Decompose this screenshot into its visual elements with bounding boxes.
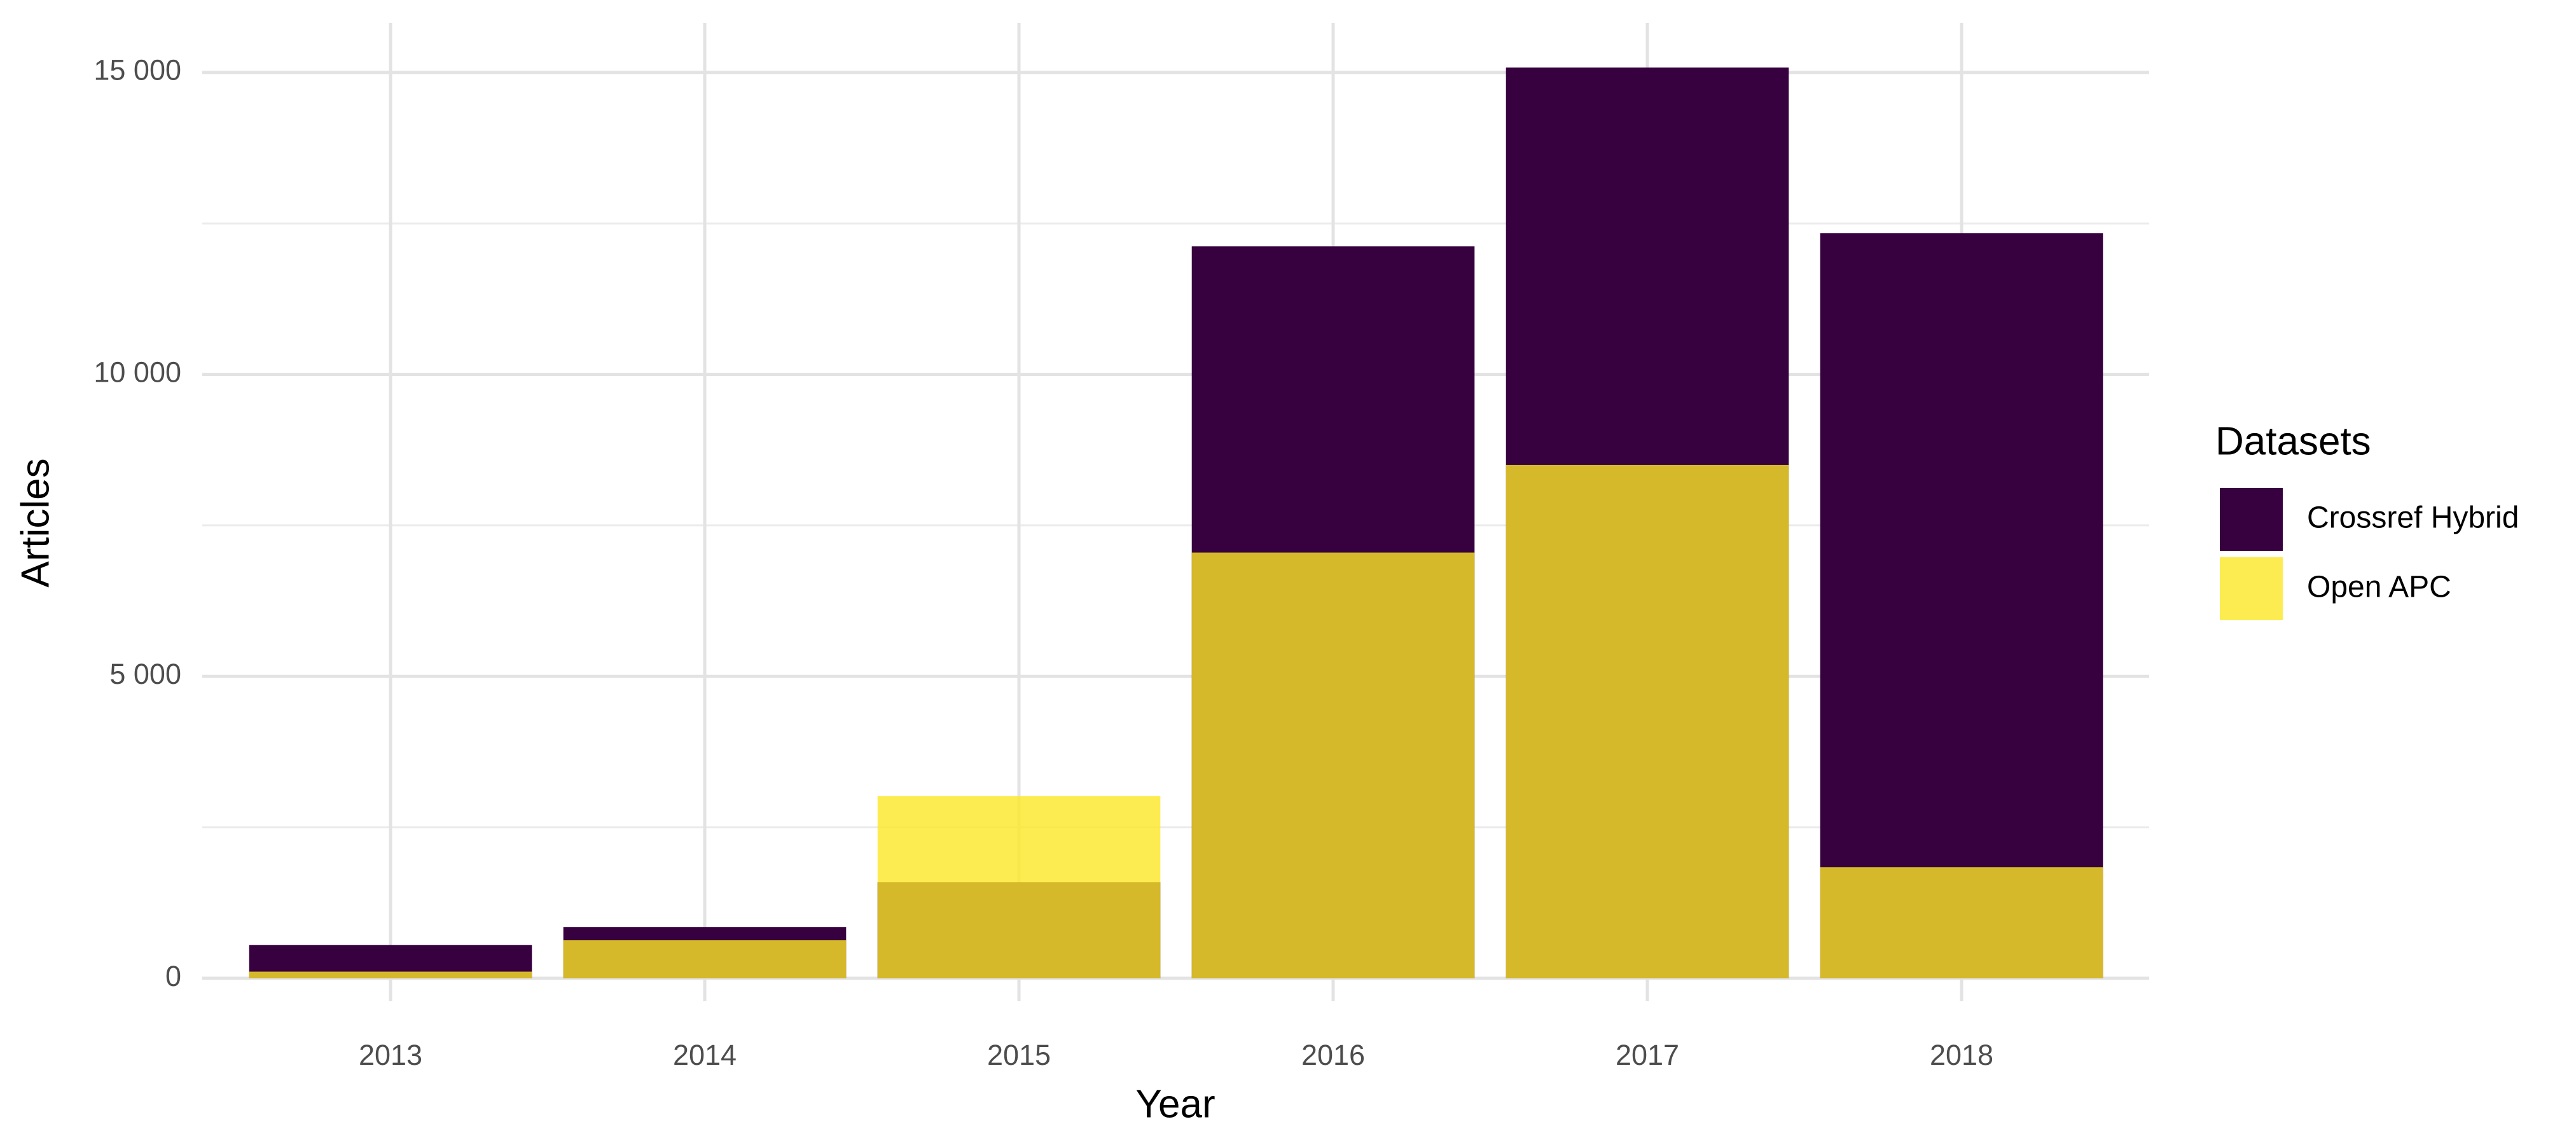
x-axis-title: Year: [1135, 1082, 1215, 1126]
bar: [877, 796, 1161, 978]
y-tick-label: 0: [165, 960, 181, 992]
bar: [249, 971, 532, 978]
bar: [563, 940, 847, 978]
y-axis-title: Articles: [13, 458, 57, 587]
x-tick-label: 2013: [359, 1039, 422, 1071]
x-tick-label: 2014: [673, 1039, 737, 1071]
bar: [1191, 552, 1475, 978]
y-tick-label: 10 000: [93, 356, 181, 388]
bar: [1506, 464, 1789, 978]
x-tick-label: 2016: [1301, 1039, 1365, 1071]
legend-label: Open APC: [2307, 571, 2451, 604]
x-tick-label: 2015: [987, 1039, 1051, 1071]
y-tick-label: 15 000: [93, 54, 181, 87]
legend-title: Datasets: [2215, 419, 2371, 463]
bar: [1820, 233, 2103, 978]
x-tick-label: 2017: [1616, 1039, 1679, 1071]
bar: [1820, 867, 2103, 978]
y-tick-label: 5 000: [109, 658, 181, 690]
x-tick-label: 2018: [1930, 1039, 1993, 1071]
legend-key: [2220, 557, 2283, 620]
legend-label: Crossref Hybrid: [2307, 501, 2519, 535]
legend-key: [2220, 488, 2283, 551]
